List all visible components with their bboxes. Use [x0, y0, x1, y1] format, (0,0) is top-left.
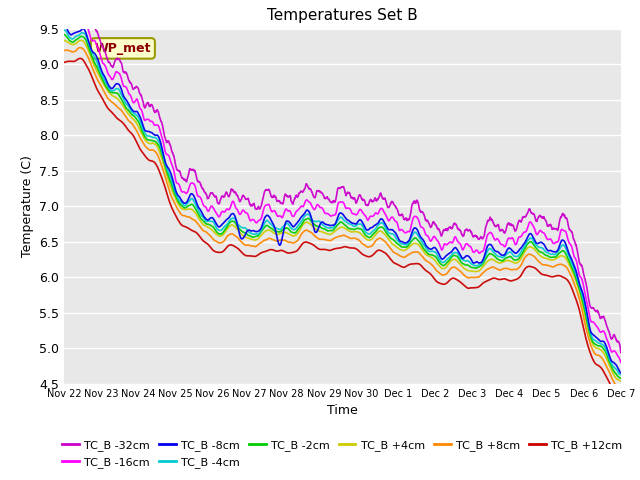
- Title: Temperatures Set B: Temperatures Set B: [267, 9, 418, 24]
- Y-axis label: Temperature (C): Temperature (C): [20, 156, 33, 257]
- X-axis label: Time: Time: [327, 405, 358, 418]
- Text: WP_met: WP_met: [95, 42, 151, 55]
- Legend: TC_B -32cm, TC_B -16cm, TC_B -8cm, TC_B -4cm, TC_B -2cm, TC_B +4cm, TC_B +8cm, T: TC_B -32cm, TC_B -16cm, TC_B -8cm, TC_B …: [58, 436, 627, 472]
